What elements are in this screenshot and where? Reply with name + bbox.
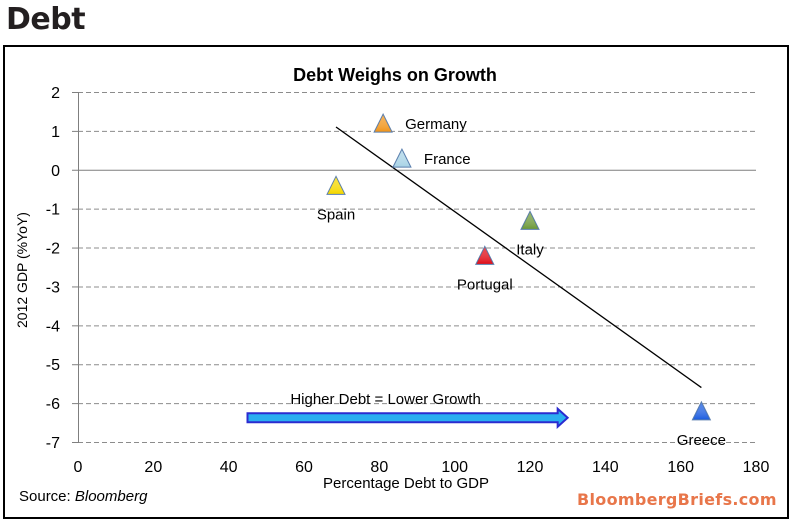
x-axis-label: Percentage Debt to GDP [323, 475, 489, 492]
point-label: Spain [317, 206, 355, 223]
x-tick-label: 180 [743, 459, 770, 476]
y-axis-label: 2012 GDP (%YoY) [14, 212, 30, 328]
x-tick-label: 80 [370, 459, 388, 476]
annotation-group: Higher Debt = Lower Growth [246, 391, 570, 430]
marker-highlight [375, 115, 391, 132]
point-label: Greece [677, 432, 726, 449]
y-tick-label: 0 [51, 163, 60, 180]
data-point-germany: Germany [373, 112, 467, 133]
data-point-france: France [392, 147, 471, 168]
marker-highlight [394, 150, 410, 167]
y-tick-label: -1 [46, 202, 60, 219]
trendline [335, 126, 702, 389]
x-tick-label: 100 [441, 459, 468, 476]
point-label: Germany [405, 116, 467, 133]
y-tick-label: -6 [46, 396, 60, 413]
data-point-italy: Italy [516, 210, 544, 258]
data-point-greece: Greece [677, 400, 726, 449]
y-tick-label: -3 [46, 279, 60, 296]
y-tick-label: -7 [46, 435, 60, 452]
x-tick-label: 160 [667, 459, 694, 476]
axes [72, 92, 79, 443]
point-label: France [424, 151, 471, 168]
marker-highlight [522, 212, 538, 229]
brand-watermark: BloombergBriefs.com [577, 490, 777, 509]
trendline-group [335, 126, 702, 389]
point-label: Portugal [457, 276, 513, 293]
y-tick-label: -2 [46, 241, 60, 258]
x-tick-label: 120 [517, 459, 544, 476]
y-tick-labels: 2 1 0 -1 -2 -3 -4 -5 -6 -7 [46, 85, 60, 452]
x-tick-labels: 0 20 40 60 80 100 120 140 160 180 [74, 459, 770, 476]
marker-highlight [693, 402, 709, 419]
marker-highlight [328, 177, 344, 194]
source-name: Bloomberg [74, 488, 148, 505]
chart-title: Debt Weighs on Growth [293, 65, 497, 85]
y-tick-label: -4 [46, 318, 60, 335]
y-tick-label: 2 [51, 85, 60, 102]
page-title: Debt [6, 2, 86, 37]
x-tick-label: 60 [295, 459, 313, 476]
annotation-arrow [246, 406, 570, 430]
marker-highlight [477, 247, 493, 264]
data-point-spain: Spain [317, 175, 355, 223]
chart-frame [3, 45, 789, 519]
x-tick-label: 0 [74, 459, 83, 476]
y-tick-label: -5 [46, 357, 60, 374]
source-note: Source: Bloomberg [19, 488, 147, 505]
gridlines [72, 92, 756, 443]
annotation-text: Higher Debt = Lower Growth [290, 391, 481, 408]
data-point-portugal: Portugal [457, 245, 513, 293]
data-points: Germany France Spain Italy Portugal Greece [317, 112, 726, 449]
source-label: Source: [19, 488, 71, 505]
point-label: Italy [516, 241, 544, 258]
x-tick-label: 140 [592, 459, 619, 476]
x-tick-label: 40 [220, 459, 238, 476]
x-tick-label: 20 [144, 459, 162, 476]
y-tick-label: 1 [51, 124, 60, 141]
